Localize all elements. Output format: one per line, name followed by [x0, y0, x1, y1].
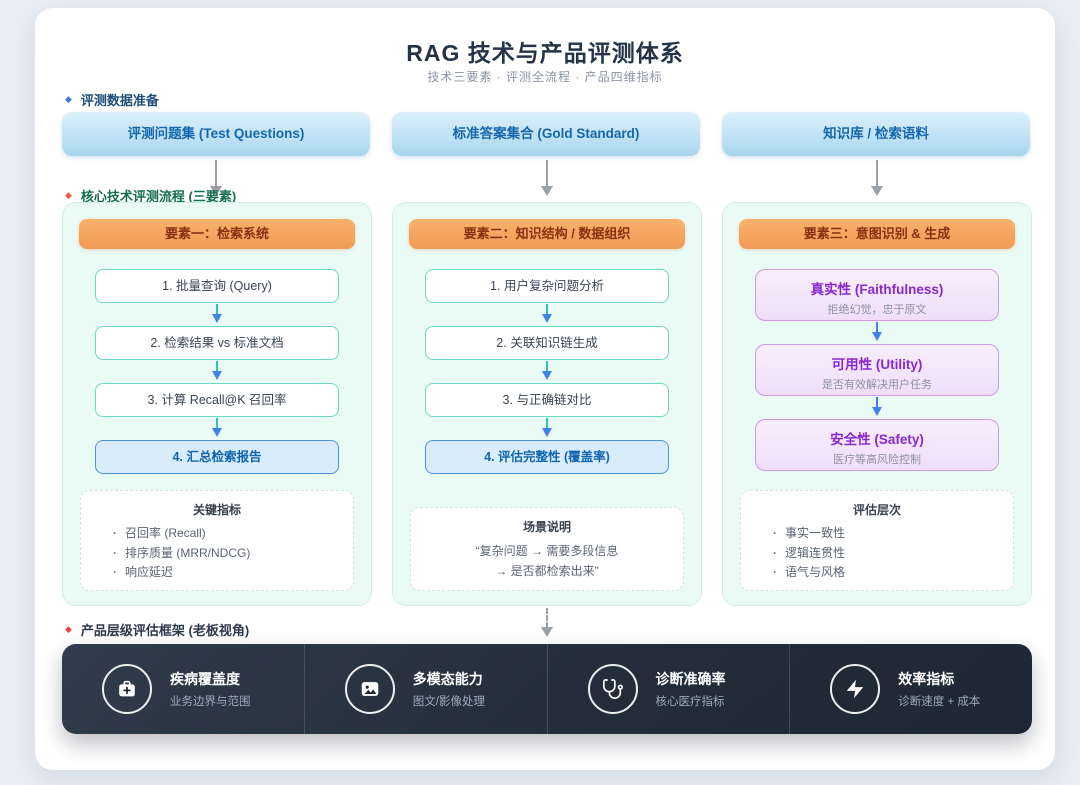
source-box-knowledge-base: 知识库 / 检索语料: [722, 112, 1030, 156]
column-header: 要素二：知识结构 / 数据组织: [409, 219, 685, 249]
column-header: 要素三：意图识别 & 生成: [739, 219, 1015, 249]
note-title: 场景说明: [522, 520, 571, 534]
flow-step: 1. 用户复杂问题分析: [425, 269, 669, 303]
metric-title: 疾病覆盖度: [170, 671, 240, 687]
down-arrow-icon: [209, 160, 223, 200]
metric-text: 效率指标 诊断速度 + 成本: [898, 669, 980, 709]
metric-diagnostic-accuracy: 诊断准确率 核心医疗指标: [546, 644, 790, 734]
flow-step: 2. 关联知识链生成: [425, 326, 669, 360]
metric-efficiency: 效率指标 诊断速度 + 成本: [789, 644, 1032, 734]
quality-card-safety: 安全性 (Safety) 医疗等高风险控制: [755, 419, 999, 471]
quality-card-title: 安全性 (Safety): [830, 432, 924, 447]
source-box-label: 知识库 / 检索语料: [823, 126, 929, 141]
flow-arrow-icon: [540, 360, 554, 383]
flow-step: 1. 批量查询 (Query): [95, 269, 339, 303]
quality-card-faithfulness: 真实性 (Faithfulness) 拒绝幻觉，忠于原文: [755, 269, 999, 321]
quality-card-title: 可用性 (Utility): [831, 357, 923, 372]
flow-arrow-icon: [210, 360, 224, 383]
metric-desc: 图文/影像处理: [412, 696, 485, 708]
quality-card-utility: 可用性 (Utility) 是否有效解决用户任务: [755, 344, 999, 396]
note-key-metrics: 关键指标 召回率 (Recall) 排序质量 (MRR/NDCG) 响应延迟: [80, 490, 354, 591]
note-item: 事实一致性: [753, 524, 1001, 543]
flow-step: 3. 与正确链对比: [425, 383, 669, 417]
note-title: 评估层次: [852, 503, 901, 518]
dashed-down-arrow-icon: [540, 608, 554, 644]
metric-text: 诊断准确率 核心医疗指标: [656, 669, 726, 709]
flow-arrow-icon: [870, 321, 884, 344]
column-header: 要素一：检索系统: [79, 219, 355, 249]
diamond-icon: ◆: [65, 94, 72, 104]
note-item: 召回率 (Recall): [93, 524, 341, 543]
down-arrow-icon: [540, 160, 554, 200]
note-item: 逻辑连贯性: [753, 544, 1001, 563]
flow-step: 2. 检索结果 vs 标准文档: [95, 326, 339, 360]
section-label-text: 核心技术评测流程 (三要素): [80, 189, 237, 204]
column-intent-generation: 要素三：意图识别 & 生成 真实性 (Faithfulness) 拒绝幻觉，忠于…: [722, 202, 1032, 606]
metric-text: 疾病覆盖度 业务边界与范围: [170, 669, 251, 709]
stethoscope-icon: [587, 664, 638, 714]
page-title: RAG 技术与产品评测体系: [406, 40, 684, 66]
note-line: “复杂问题 → 需要多段信息: [475, 544, 619, 558]
section-label-core-flow: ◆ 核心技术评测流程 (三要素): [65, 186, 236, 205]
section-label-text: 产品层级评估框架 (老板视角): [80, 623, 250, 638]
quality-card-desc: 医疗等高风险控制: [833, 454, 921, 466]
main-card: RAG 技术与产品评测体系 技术三要素 · 评测全流程 · 产品四维指标 ◆ 评…: [35, 8, 1055, 770]
image-icon: [344, 664, 395, 714]
metric-disease-coverage: 疾病覆盖度 业务边界与范围: [62, 644, 304, 734]
note-evaluation-levels: 评估层次 事实一致性 逻辑连贯性 语气与风格: [740, 490, 1014, 591]
flow-arrow-icon: [210, 303, 224, 326]
column-knowledge-structure: 要素二：知识结构 / 数据组织 1. 用户复杂问题分析 2. 关联知识链生成 3…: [392, 202, 702, 606]
lightning-icon: [830, 664, 881, 714]
flow-step-final: 4. 汇总检索报告: [95, 440, 339, 474]
flow-arrow-icon: [210, 417, 224, 440]
quality-card-desc: 是否有效解决用户任务: [822, 379, 932, 391]
note-item: 响应延迟: [93, 563, 341, 582]
metric-title: 多模态能力: [412, 671, 483, 687]
medical-kit-icon: [102, 664, 152, 714]
source-box-label: 评测问题集 (Test Questions): [127, 126, 305, 141]
note-title: 关键指标: [192, 503, 241, 518]
note-item: 排序质量 (MRR/NDCG): [93, 544, 341, 563]
product-metrics-bar: 疾病覆盖度 业务边界与范围 多模态能力 图文/影像处理: [62, 644, 1032, 734]
source-box-test-questions: 评测问题集 (Test Questions): [62, 112, 370, 156]
diamond-icon: ◆: [65, 190, 72, 200]
note-scenario: 场景说明 “复杂问题 → 需要多段信息 → 是否都检索出来”: [410, 507, 684, 591]
metric-title: 诊断准确率: [655, 671, 726, 687]
source-box-gold-standard: 标准答案集合 (Gold Standard): [392, 112, 700, 156]
flow-arrow-icon: [540, 303, 554, 326]
note-line: → 是否都检索出来”: [495, 564, 599, 579]
quality-card-desc: 拒绝幻觉，忠于原文: [827, 304, 927, 316]
quality-card-title: 真实性 (Faithfulness): [810, 282, 944, 297]
metric-desc: 核心医疗指标: [655, 696, 725, 708]
flow-arrow-icon: [870, 396, 884, 419]
metric-desc: 业务边界与范围: [170, 696, 251, 708]
section-label-text: 评测数据准备: [80, 93, 159, 108]
flow-step-final: 4. 评估完整性 (覆盖率): [425, 440, 669, 474]
metric-multimodal: 多模态能力 图文/影像处理: [303, 644, 547, 734]
metric-text: 多模态能力 图文/影像处理: [413, 669, 485, 709]
down-arrow-icon: [870, 160, 884, 200]
flow-step: 3. 计算 Recall@K 召回率: [95, 383, 339, 417]
column-retrieval-system: 要素一：检索系统 1. 批量查询 (Query) 2. 检索结果 vs 标准文档…: [62, 202, 372, 606]
section-label-product: ◆ 产品层级评估框架 (老板视角): [65, 620, 249, 639]
source-box-label: 标准答案集合 (Gold Standard): [452, 126, 640, 141]
flow-arrow-icon: [540, 417, 554, 440]
note-item: 语气与风格: [753, 563, 1001, 582]
section-label-data-prep: ◆ 评测数据准备: [65, 90, 159, 109]
metric-desc: 诊断速度 + 成本: [898, 696, 981, 708]
diamond-icon: ◆: [65, 624, 72, 634]
metric-title: 效率指标: [898, 671, 955, 687]
page-subtitle: 技术三要素 · 评测全流程 · 产品四维指标: [427, 70, 663, 84]
